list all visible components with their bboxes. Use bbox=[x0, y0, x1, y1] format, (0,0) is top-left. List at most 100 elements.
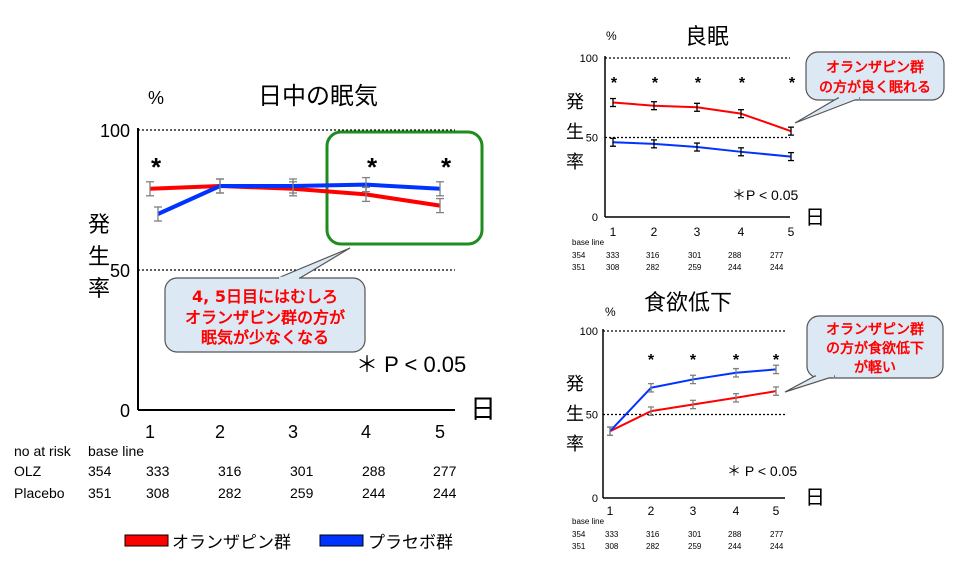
y-tick-label: 100 bbox=[580, 53, 598, 65]
risk-table-header: base line bbox=[572, 517, 605, 526]
y-tick-label: 50 bbox=[586, 410, 598, 422]
series-placebo bbox=[610, 137, 794, 162]
x-tick-label: 2 bbox=[215, 422, 225, 442]
significance-star: * bbox=[695, 75, 702, 92]
y-axis-label-char: 発 bbox=[88, 213, 110, 238]
callout-line: オランザピン群の方が bbox=[185, 308, 345, 327]
p-value-note: ＊ P < 0.05 bbox=[727, 463, 797, 479]
significance-star: * bbox=[733, 352, 740, 369]
chart-title: 良眠 bbox=[685, 25, 729, 50]
risk-cell: 259 bbox=[688, 263, 702, 272]
risk-cell: 351 bbox=[88, 485, 112, 501]
risk-cell: 354 bbox=[572, 251, 586, 260]
x-tick-label: 1 bbox=[607, 504, 614, 518]
y-axis-label: 発生率 bbox=[566, 92, 584, 173]
legend-label: プラセボ群 bbox=[368, 533, 453, 553]
risk-cell: 316 bbox=[646, 251, 660, 260]
series-line bbox=[612, 101, 792, 133]
x-tick-label: 3 bbox=[288, 422, 298, 442]
legend-swatch bbox=[319, 534, 364, 547]
y-tick-label: 100 bbox=[580, 326, 598, 338]
callout-box bbox=[805, 51, 945, 101]
risk-cell: 301 bbox=[290, 463, 314, 479]
risk-cell: 277 bbox=[770, 530, 784, 539]
y-axis-label-char: 生 bbox=[88, 245, 110, 270]
significance-star: * bbox=[441, 152, 452, 182]
risk-cell: 277 bbox=[770, 251, 784, 260]
risk-cell: 288 bbox=[362, 463, 386, 479]
risk-cell: 244 bbox=[433, 485, 457, 501]
y-axis-label-char: 率 bbox=[566, 152, 584, 173]
series-olanzapine bbox=[607, 386, 779, 437]
risk-cell: 282 bbox=[646, 263, 660, 272]
y-axis-label-char: 生 bbox=[566, 122, 584, 143]
risk-cell: 282 bbox=[646, 542, 660, 551]
y-tick-label: 0 bbox=[592, 212, 598, 224]
series-line bbox=[612, 141, 792, 158]
risk-cell: 333 bbox=[605, 530, 619, 539]
significance-star: * bbox=[151, 152, 162, 182]
y-unit-label: % bbox=[605, 305, 616, 319]
x-tick-label: 3 bbox=[690, 504, 697, 518]
risk-row-label: OLZ bbox=[14, 463, 42, 479]
callout-line: オランザピン群 bbox=[826, 321, 924, 338]
legend-swatch bbox=[124, 534, 169, 547]
risk-cell: 282 bbox=[218, 485, 242, 501]
series-line bbox=[609, 390, 777, 433]
y-axis-label-char: 発 bbox=[566, 374, 584, 395]
callout-box bbox=[164, 277, 366, 353]
y-axis-label-char: 生 bbox=[566, 404, 584, 425]
series-placebo bbox=[607, 364, 779, 437]
risk-table: base line 354 333 316 301 288 277 351 308 282 259 2… bbox=[572, 238, 784, 272]
x-axis-label: 日 bbox=[805, 205, 825, 229]
callout-line: の方が食欲低下 bbox=[826, 340, 924, 357]
callout-tail bbox=[277, 247, 351, 279]
legend-label: オランザピン群 bbox=[172, 533, 291, 553]
y-tick-label: 0 bbox=[120, 401, 130, 421]
y-axis-label-char: 発 bbox=[566, 92, 584, 113]
y-unit-label: % bbox=[606, 29, 617, 43]
y-tick-label: 50 bbox=[110, 261, 130, 281]
x-tick-label: 2 bbox=[651, 225, 658, 239]
risk-cell: 316 bbox=[646, 530, 660, 539]
y-axis-label-char: 率 bbox=[88, 277, 110, 302]
y-tick-label: 0 bbox=[592, 493, 598, 505]
risk-cell: 351 bbox=[572, 542, 586, 551]
significance-star: * bbox=[789, 75, 796, 92]
risk-cell: 244 bbox=[728, 542, 742, 551]
highlight-box bbox=[325, 130, 484, 246]
x-tick-label: 4 bbox=[738, 225, 745, 239]
y-tick-label: 100 bbox=[100, 121, 130, 141]
y-unit-label: % bbox=[148, 88, 164, 108]
risk-cell: 244 bbox=[362, 485, 386, 501]
x-tick-label: 2 bbox=[648, 504, 655, 518]
y-tick-label: 50 bbox=[586, 133, 598, 145]
risk-cell: 301 bbox=[688, 530, 702, 539]
significance-star: * bbox=[367, 152, 378, 182]
x-tick-label: 1 bbox=[145, 422, 155, 442]
risk-cell: 308 bbox=[606, 263, 620, 272]
x-tick-label: 5 bbox=[773, 504, 780, 518]
chart-title: 食欲低下 bbox=[644, 291, 732, 316]
risk-cell: 259 bbox=[688, 542, 702, 551]
callout-line: が軽い bbox=[854, 359, 896, 376]
risk-table-header: base line bbox=[572, 238, 605, 247]
risk-cell: 333 bbox=[146, 463, 170, 479]
x-tick-label: 4 bbox=[361, 422, 371, 442]
x-tick-label: 5 bbox=[788, 225, 795, 239]
risk-cell: 308 bbox=[605, 542, 619, 551]
risk-table: base line 354 333 316 301 288 277 351 308 282 259 2… bbox=[572, 517, 784, 551]
x-tick-label: 3 bbox=[694, 225, 701, 239]
risk-cell: 288 bbox=[728, 251, 742, 260]
risk-cell: 333 bbox=[606, 251, 620, 260]
y-axis-label: 発生率 bbox=[566, 374, 584, 455]
y-axis-label-char: 率 bbox=[566, 434, 584, 455]
risk-table: no at risk base line OLZ 354 333 316 301 288 277… bbox=[14, 443, 457, 501]
callout-line: の方が良く眠れる bbox=[819, 79, 931, 96]
p-value-note: ＊P < 0.05 bbox=[732, 187, 799, 203]
